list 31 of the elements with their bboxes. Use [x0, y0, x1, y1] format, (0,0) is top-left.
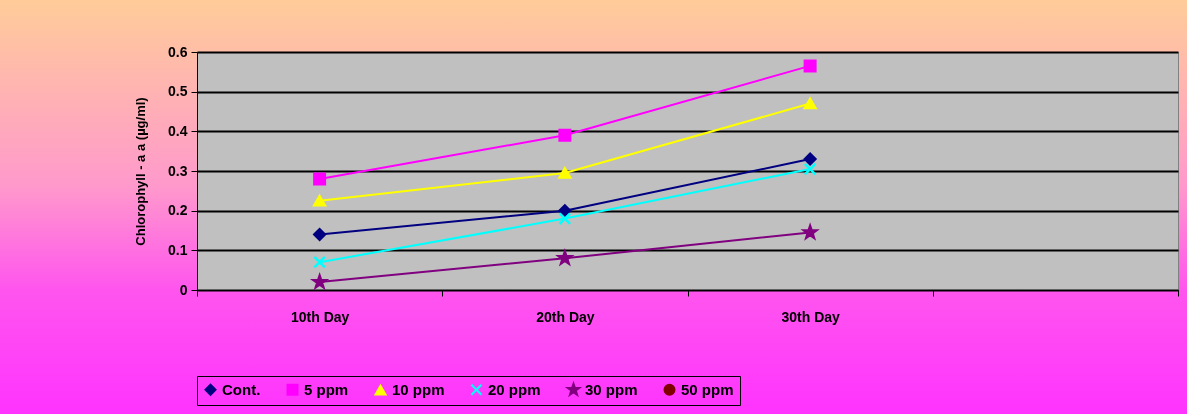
y-tick-label: 0.5 — [168, 83, 188, 100]
legend-label: Cont. — [222, 380, 261, 398]
point — [558, 128, 572, 142]
legend-label: 50 ppm — [681, 380, 734, 398]
point — [313, 227, 327, 241]
x-tick-label: 20th Day — [536, 308, 595, 325]
point — [558, 212, 572, 226]
point — [803, 97, 817, 110]
point — [313, 255, 327, 269]
y-tick-label: 0 — [179, 281, 188, 298]
legend-label: 10 ppm — [392, 381, 445, 399]
x-tick-label: 30th Day — [781, 308, 841, 325]
point — [803, 59, 817, 73]
y-tick-label: 0.1 — [168, 241, 188, 258]
y-axis-title: Chlorophyll - a a (µg/ml) — [133, 97, 149, 246]
y-tick-label: 0.3 — [168, 162, 188, 179]
x-tick-label: 10th Day — [290, 308, 350, 325]
legend-label: 5 ppm — [304, 380, 349, 398]
y-tick-label: 0.6 — [168, 43, 188, 60]
legend-label: 30 ppm — [585, 380, 638, 398]
point — [558, 167, 572, 179]
point — [555, 248, 575, 267]
legend-label: 20 ppm — [488, 380, 541, 398]
y-tick-label: 0.2 — [168, 202, 188, 219]
point — [558, 204, 572, 218]
point — [313, 172, 327, 186]
y-tick-label: 0.4 — [168, 122, 188, 139]
point — [803, 162, 817, 176]
point — [800, 222, 820, 241]
point — [313, 194, 327, 207]
point — [803, 152, 817, 166]
